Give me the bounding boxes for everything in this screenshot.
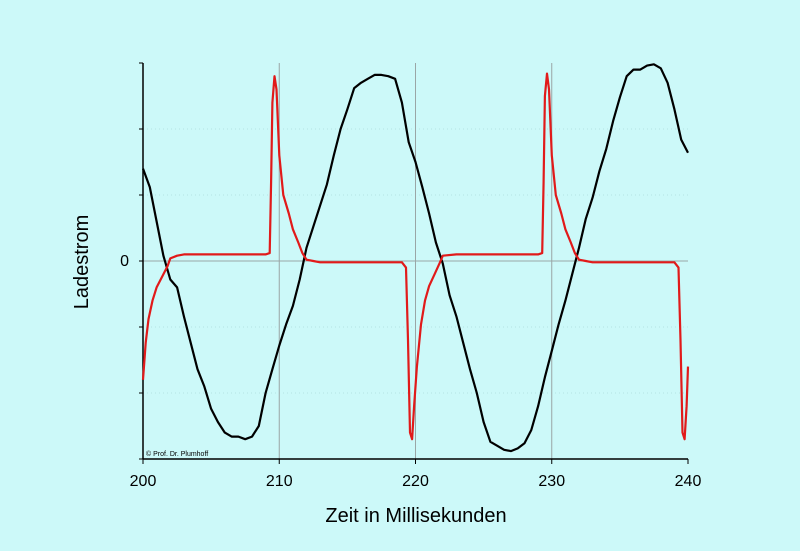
x-tick-label: 230 [538,473,565,490]
x-axis-label: Zeit in Millisekunden [325,505,506,527]
x-tick-label: 220 [402,473,429,490]
series-line-1 [141,63,689,453]
copyright-note: © Prof. Dr. Plumhoff [146,450,208,458]
y-tick-label: 0 [120,253,129,270]
x-tick-label: 200 [130,473,157,490]
tick-labels: 200 210 220 230 240 0 [120,253,701,490]
x-tick-label: 210 [266,473,293,490]
series-group [141,63,690,453]
x-tick-label: 240 [675,473,702,490]
axes [139,62,689,464]
series-line-2 [141,72,690,441]
y-axis-label: Ladestrom [71,215,93,310]
